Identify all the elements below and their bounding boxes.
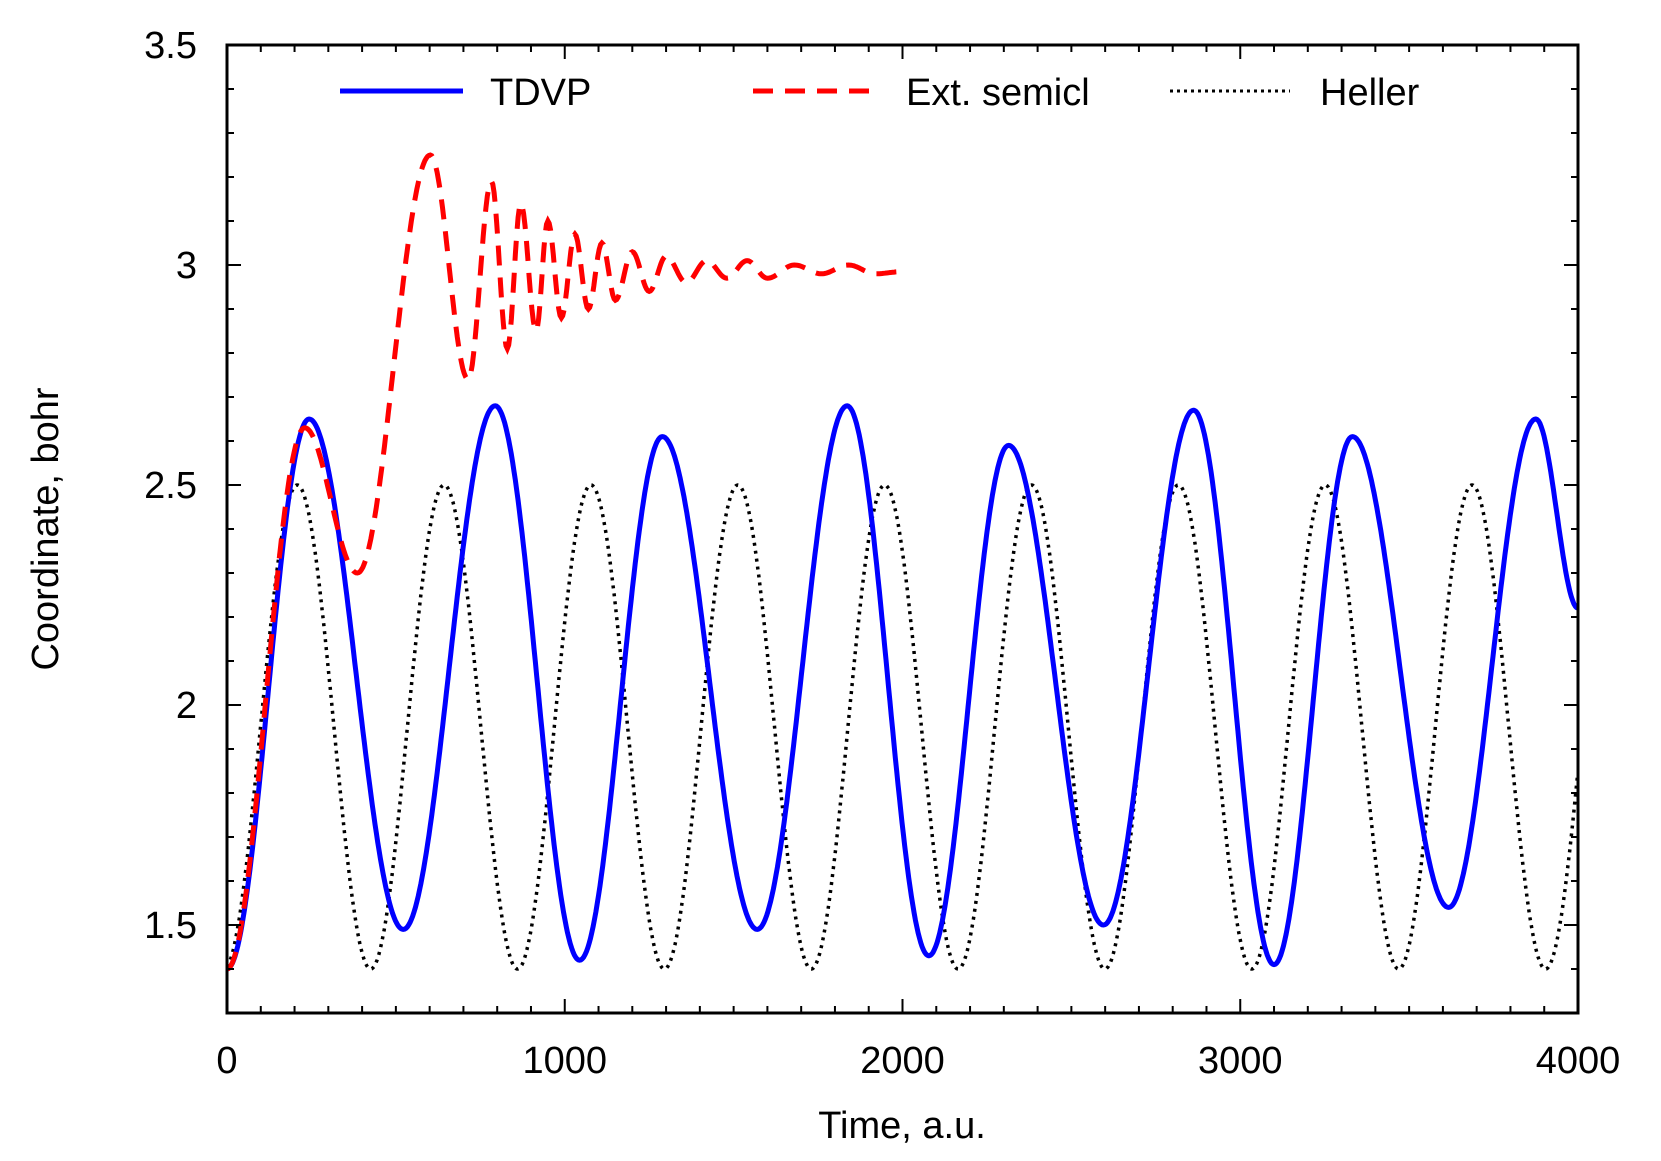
legend-label-heller: Heller xyxy=(1320,72,1420,114)
y-tick-label: 1.5 xyxy=(144,905,197,947)
x-tick-label: 0 xyxy=(216,1040,237,1082)
legend: TDVP Ext. semicl Heller xyxy=(340,72,1420,114)
legend-label-tdvp: TDVP xyxy=(490,72,591,114)
x-tick-label: 3000 xyxy=(1198,1040,1283,1082)
legend-item-heller: Heller xyxy=(1170,72,1420,114)
series-tdvp xyxy=(227,403,1578,972)
x-tick-label: 4000 xyxy=(1536,1040,1621,1082)
plot-frame xyxy=(225,43,1580,1015)
y-tick-labels: 1.5 2 2.5 3 3.5 xyxy=(144,25,197,947)
series-layer xyxy=(227,152,1578,972)
y-tick-label: 2.5 xyxy=(144,465,197,507)
x-tick-label: 2000 xyxy=(860,1040,945,1082)
series-ext-semicl xyxy=(227,152,903,972)
series-heller xyxy=(227,483,1578,971)
y-tick-label: 3 xyxy=(176,245,197,287)
y-tick-label: 3.5 xyxy=(144,25,197,67)
x-tick-labels: 0 1000 2000 3000 4000 xyxy=(216,1040,1620,1082)
legend-label-ext-semicl: Ext. semicl xyxy=(906,72,1090,114)
legend-item-tdvp: TDVP xyxy=(340,72,591,114)
legend-item-ext-semicl: Ext. semicl xyxy=(753,72,1090,114)
x-axis-title: Time, a.u. xyxy=(818,1105,986,1147)
y-tick-label: 2 xyxy=(176,685,197,727)
y-axis-title: Coordinate, bohr xyxy=(25,387,67,670)
x-tick-label: 1000 xyxy=(522,1040,607,1082)
